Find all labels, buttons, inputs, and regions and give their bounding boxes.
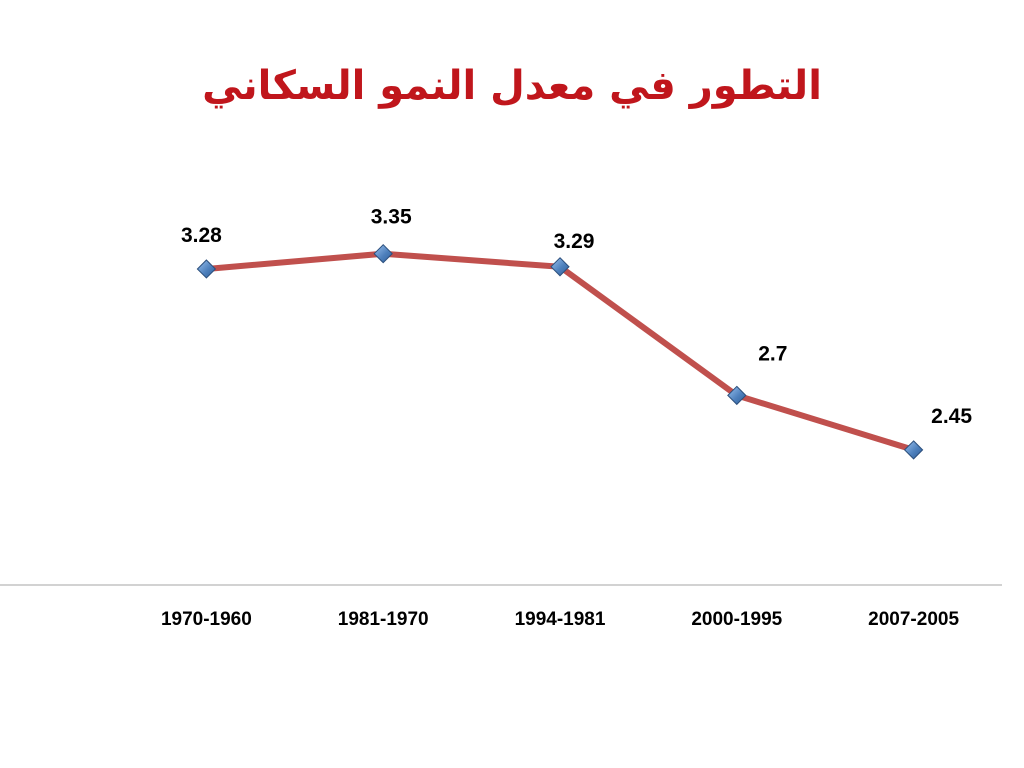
x-tick-label: 2007-2005 <box>868 609 959 630</box>
x-tick-label: 1994-1981 <box>515 609 606 630</box>
data-label: 3.28 <box>181 224 222 247</box>
data-point-marker <box>196 259 217 279</box>
data-label: 3.35 <box>371 206 412 229</box>
x-tick-label: 1970-1960 <box>161 609 252 630</box>
series-layer <box>196 243 924 460</box>
x-tick-layer: 1970-1960 1981-1970 1994-1981 2000-1995 2007… <box>161 609 959 630</box>
series-line <box>203 250 917 453</box>
chart-title: التطور في معدل النمو السكاني <box>202 63 822 109</box>
data-point-marker <box>903 440 924 460</box>
data-label: 2.45 <box>931 405 972 428</box>
data-point-marker <box>550 257 570 277</box>
x-tick-label: 2000-1995 <box>691 609 782 630</box>
x-tick-label: 1981-1970 <box>338 609 429 630</box>
data-label-layer: 3.28 3.35 3.29 2.7 2.45 <box>181 206 972 428</box>
data-point-marker <box>373 243 393 264</box>
data-label: 3.29 <box>554 230 595 253</box>
data-label: 2.7 <box>758 342 787 365</box>
data-point-marker <box>727 385 747 406</box>
